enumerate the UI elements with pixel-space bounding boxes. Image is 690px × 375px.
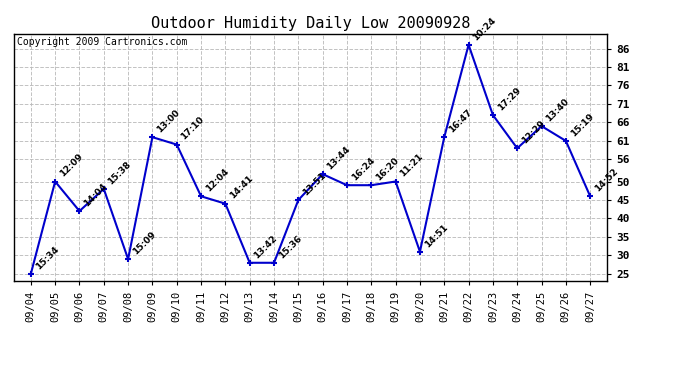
Text: 13:51: 13:51	[301, 171, 328, 197]
Text: 15:36: 15:36	[277, 233, 304, 260]
Text: 12:09: 12:09	[58, 152, 85, 179]
Text: 13:44: 13:44	[326, 145, 352, 171]
Text: 17:10: 17:10	[179, 115, 206, 142]
Text: 10:24: 10:24	[471, 15, 498, 42]
Text: 11:21: 11:21	[398, 152, 425, 179]
Text: 12:29: 12:29	[520, 119, 546, 146]
Text: 12:04: 12:04	[204, 167, 230, 194]
Text: Copyright 2009 Cartronics.com: Copyright 2009 Cartronics.com	[17, 38, 187, 48]
Text: 15:38: 15:38	[106, 159, 133, 186]
Text: 14:51: 14:51	[423, 222, 449, 249]
Text: 13:40: 13:40	[544, 97, 571, 123]
Text: 17:29: 17:29	[495, 86, 522, 112]
Text: 15:09: 15:09	[131, 230, 157, 256]
Text: 13:00: 13:00	[155, 108, 181, 134]
Text: 13:42: 13:42	[253, 233, 279, 260]
Text: 15:34: 15:34	[34, 244, 60, 271]
Text: 15:19: 15:19	[569, 111, 595, 138]
Text: 14:41: 14:41	[228, 174, 255, 201]
Title: Outdoor Humidity Daily Low 20090928: Outdoor Humidity Daily Low 20090928	[151, 16, 470, 31]
Text: 14:04: 14:04	[82, 182, 109, 208]
Text: 16:47: 16:47	[447, 108, 474, 134]
Text: 14:52: 14:52	[593, 167, 620, 194]
Text: 16:20: 16:20	[374, 156, 401, 182]
Text: 16:24: 16:24	[350, 156, 377, 182]
